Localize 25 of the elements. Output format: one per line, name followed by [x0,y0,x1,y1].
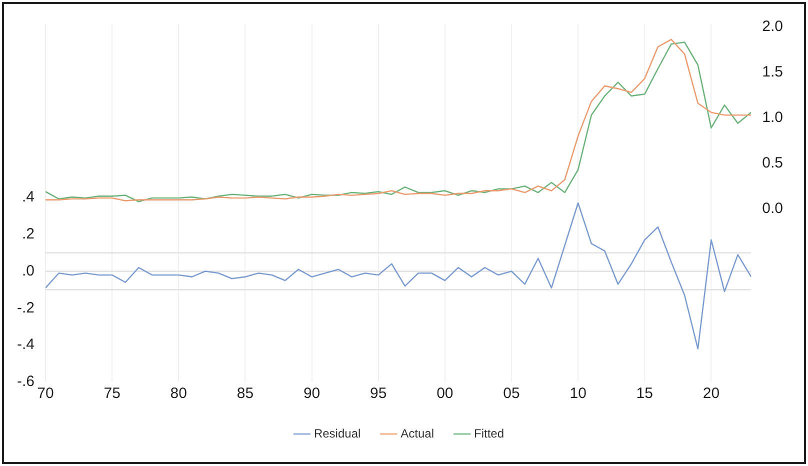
y-tick-label: -.4 [16,336,35,354]
x-tick-label: 80 [170,385,187,402]
x-tick-label: 20 [702,385,720,402]
y-tick-label: -.2 [16,299,35,316]
x-tick-label: 15 [636,385,653,402]
y2-tick-label: 1.5 [762,63,784,80]
x-tick-label: 90 [303,385,320,402]
y2-tick-label: 0.5 [762,154,784,172]
x-tick-label: 75 [104,385,120,402]
legend-label: Actual [400,426,434,440]
y2-tick-label: 2.0 [762,18,784,35]
x-tick-label: 95 [370,385,387,402]
y-tick-label: .2 [22,226,35,243]
y-tick-label: .0 [22,262,35,280]
x-tick-label: 70 [37,385,54,402]
y-tick-label: .4 [22,188,35,206]
y-tick-label: -.6 [16,373,35,390]
y2-tick-label: 0.0 [762,200,784,218]
x-tick-label: 85 [236,385,254,402]
legend-label: Fitted [474,426,504,440]
x-tick-label: 00 [436,385,454,402]
x-tick-label: 05 [503,385,520,402]
x-tick-label: 10 [570,385,586,402]
legend-label: Residual [314,426,361,440]
y2-tick-label: 1.0 [762,108,784,126]
